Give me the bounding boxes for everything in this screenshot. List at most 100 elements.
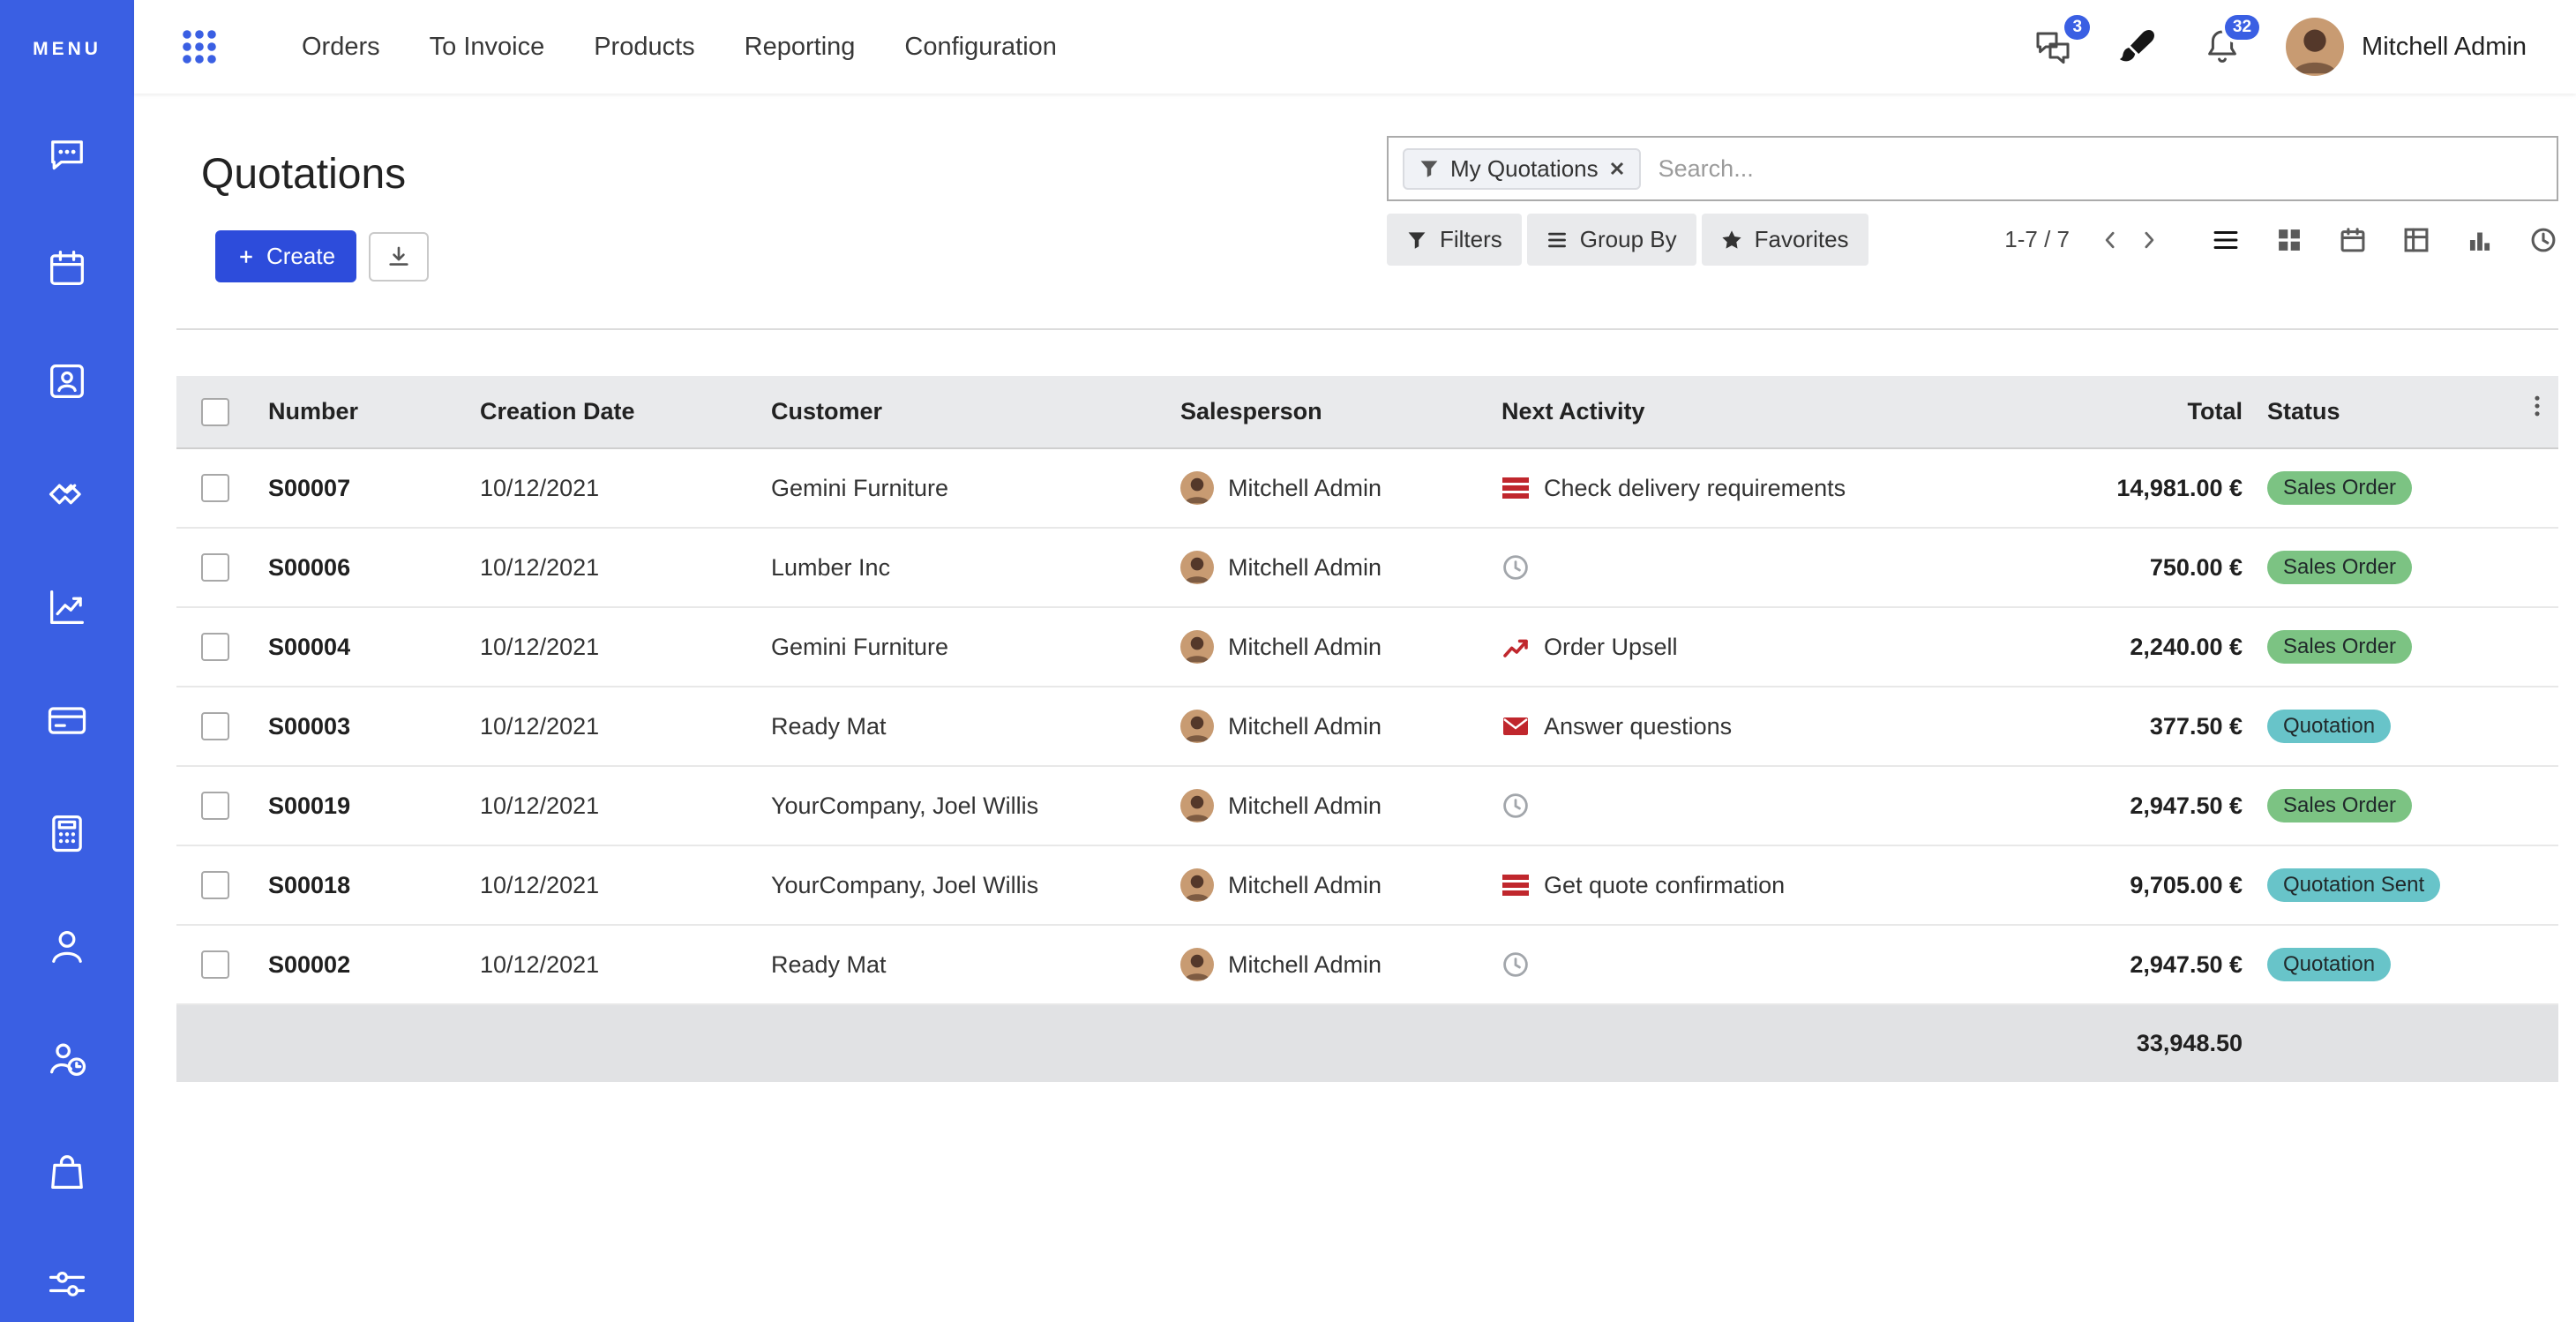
table-row[interactable]: S00019 10/12/2021 YourCompany, Joel Will…	[176, 766, 2558, 846]
row-checkbox[interactable]	[201, 871, 229, 899]
column-header-total[interactable]: Total	[2011, 376, 2267, 449]
group-by-button[interactable]: Group By	[1526, 214, 1696, 266]
kanban-view-icon[interactable]	[2274, 225, 2304, 255]
column-header-salesperson[interactable]: Salesperson	[1180, 376, 1501, 449]
table-row[interactable]: S00007 10/12/2021 Gemini Furniture Mitch…	[176, 448, 2558, 529]
clock-activity-icon[interactable]	[1501, 553, 1530, 582]
list-activity-icon[interactable]	[1501, 871, 1530, 899]
user-menu[interactable]: Mitchell Admin	[2286, 18, 2527, 76]
creation-date: 10/12/2021	[480, 766, 771, 846]
next-activity-cell[interactable]	[1501, 529, 2011, 606]
search-facet[interactable]: My Quotations	[1403, 147, 1641, 190]
footer-total: 33,948.50	[2011, 1003, 2267, 1082]
status-badge: Quotation	[2267, 948, 2392, 981]
download-icon	[389, 246, 408, 266]
export-button[interactable]	[369, 231, 430, 282]
chart-activity-icon[interactable]	[1501, 633, 1530, 661]
salesperson-name: Mitchell Admin	[1228, 712, 1382, 740]
search-bar[interactable]: My Quotations	[1387, 136, 2558, 201]
table-row[interactable]: S00002 10/12/2021 Ready Mat Mitchell Adm…	[176, 925, 2558, 1005]
shopping-bag-icon[interactable]	[44, 1149, 90, 1195]
main-area: Orders To Invoice Products Reporting Con…	[134, 0, 2576, 1322]
quotations-table-wrap: Number Creation Date Customer Salesperso…	[176, 376, 2558, 1082]
select-all-checkbox[interactable]	[201, 397, 229, 426]
row-checkbox[interactable]	[201, 633, 229, 661]
sliders-icon[interactable]	[44, 1262, 90, 1308]
person-icon[interactable]	[44, 923, 90, 969]
menu-configuration[interactable]: Configuration	[904, 32, 1057, 61]
menu-reporting[interactable]: Reporting	[744, 32, 856, 61]
clock-activity-icon[interactable]	[1501, 950, 1530, 979]
calculator-icon[interactable]	[44, 810, 90, 856]
credit-card-icon[interactable]	[44, 697, 90, 743]
paintbrush-icon[interactable]	[2116, 26, 2159, 68]
graph-view-icon[interactable]	[2465, 225, 2495, 255]
filters-button[interactable]: Filters	[1387, 214, 1522, 266]
quotation-number: S00019	[268, 766, 480, 846]
creation-date: 10/12/2021	[480, 607, 771, 687]
messages-icon[interactable]: 3	[2032, 15, 2091, 68]
column-header-number[interactable]: Number	[268, 376, 480, 449]
search-input[interactable]	[1654, 153, 2542, 184]
table-row[interactable]: S00003 10/12/2021 Ready Mat Mitchell Adm…	[176, 687, 2558, 767]
row-checkbox[interactable]	[201, 712, 229, 740]
quotation-number: S00018	[268, 845, 480, 926]
person-clock-icon[interactable]	[44, 1036, 90, 1082]
quotation-number: S00003	[268, 687, 480, 767]
creation-date: 10/12/2021	[480, 845, 771, 926]
table-row[interactable]: S00006 10/12/2021 Lumber Inc Mitchell Ad…	[176, 528, 2558, 608]
next-activity-cell[interactable]	[1501, 767, 2011, 845]
next-activity-cell[interactable]: Check delivery requirements	[1501, 449, 2011, 527]
salesperson-avatar	[1180, 710, 1214, 743]
favorites-label: Favorites	[1754, 226, 1849, 252]
status-badge: Sales Order	[2267, 551, 2413, 584]
envelope-activity-icon[interactable]	[1501, 712, 1530, 740]
clock-activity-glyph	[1503, 952, 1528, 977]
next-activity-cell[interactable]: Order Upsell	[1501, 608, 2011, 686]
filter-funnel-icon	[1420, 161, 1438, 177]
column-header-creation-date[interactable]: Creation Date	[480, 376, 771, 449]
calendar-icon[interactable]	[44, 245, 90, 291]
list-activity-icon[interactable]	[1501, 474, 1530, 502]
pager-previous-button[interactable]	[2094, 224, 2126, 256]
clock-activity-icon[interactable]	[1501, 792, 1530, 820]
favorites-button[interactable]: Favorites	[1701, 214, 1868, 266]
pager-next-button[interactable]	[2133, 224, 2165, 256]
contacts-icon[interactable]	[44, 358, 90, 404]
salesperson-avatar	[1180, 471, 1214, 505]
chat-icon[interactable]	[44, 132, 90, 178]
activity-view-icon[interactable]	[2528, 225, 2558, 255]
row-checkbox[interactable]	[201, 474, 229, 502]
group-by-label: Group By	[1579, 226, 1677, 252]
optional-columns-icon[interactable]	[2523, 392, 2551, 420]
row-checkbox[interactable]	[201, 553, 229, 582]
column-header-customer[interactable]: Customer	[771, 376, 1180, 449]
table-row[interactable]: S00018 10/12/2021 YourCompany, Joel Will…	[176, 845, 2558, 926]
menu-to-invoice[interactable]: To Invoice	[429, 32, 545, 61]
top-menu: Orders To Invoice Products Reporting Con…	[302, 33, 1057, 62]
column-header-next-activity[interactable]: Next Activity	[1501, 376, 2011, 449]
facet-remove-icon[interactable]	[1609, 155, 1625, 183]
create-button[interactable]: Create	[215, 230, 357, 282]
quotation-number: S00007	[268, 448, 480, 529]
column-header-status[interactable]: Status	[2267, 376, 2558, 449]
salesperson-name: Mitchell Admin	[1228, 871, 1382, 898]
chart-icon[interactable]	[44, 584, 90, 630]
list-view-icon[interactable]	[2211, 225, 2241, 255]
table-row[interactable]: S00004 10/12/2021 Gemini Furniture Mitch…	[176, 607, 2558, 687]
menu-products[interactable]: Products	[594, 32, 695, 61]
row-checkbox[interactable]	[201, 792, 229, 820]
next-activity-cell[interactable]: Answer questions	[1501, 687, 2011, 765]
apps-grid-icon[interactable]	[178, 26, 221, 68]
menu-orders[interactable]: Orders	[302, 32, 380, 61]
control-panel-left: Quotations Create	[176, 136, 430, 282]
plus-icon	[240, 250, 252, 263]
pivot-view-icon[interactable]	[2401, 225, 2431, 255]
handshake-icon[interactable]	[44, 471, 90, 517]
next-activity-cell[interactable]: Get quote confirmation	[1501, 846, 2011, 924]
calendar-view-icon[interactable]	[2338, 225, 2368, 255]
status-badge: Quotation Sent	[2267, 868, 2441, 902]
row-checkbox[interactable]	[201, 950, 229, 979]
next-activity-cell[interactable]	[1501, 926, 2011, 1003]
notifications-bell-icon[interactable]: 32	[2201, 15, 2260, 68]
